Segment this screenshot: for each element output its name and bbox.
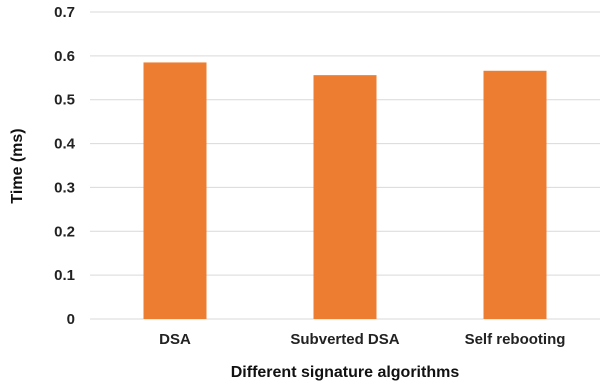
y-axis-ticks: 0 0.1 0.2 0.3 0.4 0.5 0.6 0.7: [54, 4, 76, 328]
y-tick-label: 0.6: [54, 48, 75, 65]
x-axis-title: Different signature algorithms: [231, 364, 460, 381]
bar: [313, 75, 377, 319]
bar: [483, 70, 547, 319]
y-tick-label: 0.3: [54, 179, 75, 196]
x-axis-ticks: DSA Subverted DSA Self rebooting: [159, 331, 565, 348]
y-tick-label: 0.1: [54, 267, 75, 284]
y-tick-label: 0.7: [54, 4, 75, 21]
x-tick-label: DSA: [159, 331, 191, 348]
y-axis-title: Time (ms): [9, 128, 26, 203]
y-tick-label: 0.5: [54, 92, 75, 109]
x-tick-label: Subverted DSA: [290, 331, 399, 348]
bar: [143, 62, 207, 319]
y-tick-label: 0.4: [54, 136, 76, 153]
y-tick-label: 0: [67, 311, 75, 328]
x-tick-label: Self rebooting: [465, 331, 566, 348]
y-tick-label: 0.2: [54, 223, 75, 240]
bars: [143, 62, 547, 319]
